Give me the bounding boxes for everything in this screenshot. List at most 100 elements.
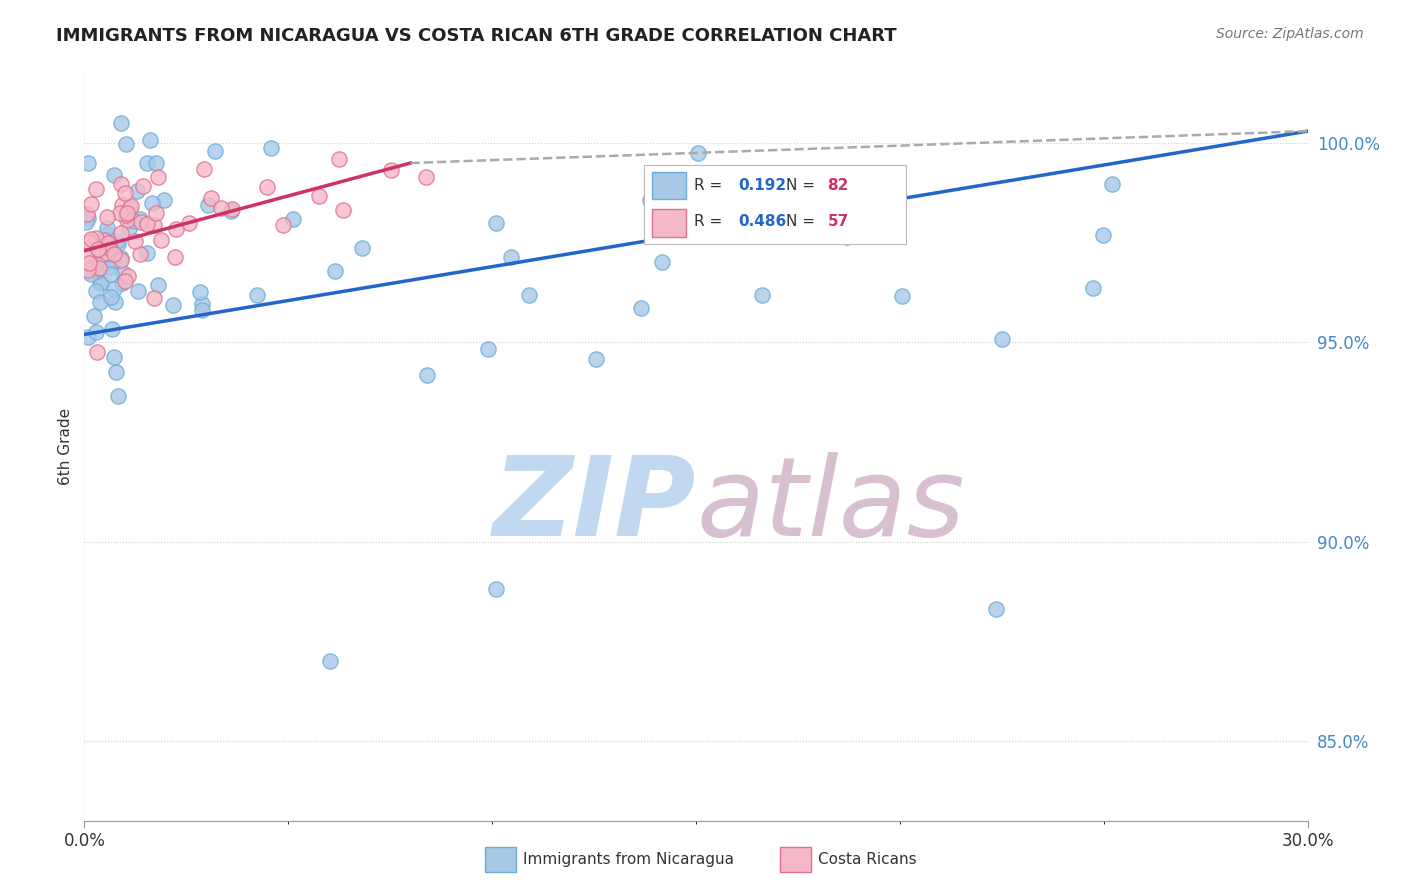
Point bbox=[165, 250, 187, 264]
Y-axis label: 6th Grade: 6th Grade bbox=[58, 408, 73, 484]
Point bbox=[143, 218, 166, 232]
Point bbox=[991, 332, 1014, 346]
Point bbox=[260, 141, 283, 155]
Point bbox=[77, 256, 100, 270]
Point bbox=[328, 152, 350, 166]
Point bbox=[136, 155, 159, 169]
Point bbox=[110, 252, 132, 266]
Text: ZIP: ZIP bbox=[492, 452, 696, 559]
Point bbox=[188, 285, 211, 300]
Point bbox=[1091, 228, 1114, 243]
Point bbox=[83, 310, 105, 324]
Point bbox=[112, 266, 135, 280]
Point bbox=[350, 241, 373, 255]
Point bbox=[837, 230, 859, 244]
Point bbox=[96, 234, 118, 248]
Point bbox=[499, 251, 522, 265]
Point bbox=[245, 287, 267, 301]
Point bbox=[100, 289, 122, 303]
Text: N =: N = bbox=[786, 178, 814, 193]
Point bbox=[110, 177, 132, 191]
Point bbox=[145, 155, 167, 169]
Point bbox=[77, 263, 100, 277]
Point bbox=[191, 297, 214, 311]
Point bbox=[115, 213, 138, 227]
Point bbox=[77, 156, 100, 170]
Point bbox=[110, 253, 132, 268]
Point bbox=[146, 170, 169, 185]
Point bbox=[117, 268, 139, 283]
Point bbox=[415, 170, 437, 185]
Point bbox=[141, 196, 163, 211]
Text: atlas: atlas bbox=[696, 452, 965, 559]
Point bbox=[76, 329, 98, 343]
Point bbox=[477, 343, 499, 357]
Point bbox=[135, 245, 157, 260]
Point bbox=[148, 278, 170, 293]
Point bbox=[96, 227, 118, 241]
Point bbox=[162, 297, 184, 311]
Point bbox=[97, 236, 120, 251]
Point bbox=[323, 263, 346, 277]
Text: 82: 82 bbox=[827, 178, 849, 193]
Point bbox=[110, 116, 132, 130]
Point bbox=[104, 295, 127, 310]
Point bbox=[89, 277, 111, 291]
Point bbox=[860, 176, 883, 190]
Point bbox=[221, 202, 243, 217]
Point bbox=[96, 210, 118, 224]
Point bbox=[89, 260, 111, 275]
Point bbox=[124, 234, 146, 248]
Point bbox=[100, 322, 122, 336]
Text: 0.486: 0.486 bbox=[738, 214, 787, 229]
Point bbox=[107, 237, 129, 252]
Point bbox=[142, 291, 165, 305]
Point bbox=[129, 246, 152, 260]
Point bbox=[308, 188, 330, 202]
Point bbox=[177, 216, 200, 230]
Point bbox=[84, 181, 107, 195]
Point bbox=[100, 260, 122, 274]
Point bbox=[132, 178, 155, 193]
Point bbox=[984, 602, 1007, 616]
Bar bbox=[652, 209, 686, 236]
Point bbox=[96, 221, 118, 235]
Point bbox=[200, 191, 222, 205]
Point bbox=[115, 206, 138, 220]
Point bbox=[751, 288, 773, 302]
Point bbox=[103, 282, 125, 296]
Point bbox=[80, 231, 103, 245]
Point bbox=[380, 162, 402, 177]
Text: Costa Ricans: Costa Ricans bbox=[818, 853, 917, 867]
Point bbox=[80, 197, 103, 211]
Point bbox=[76, 207, 98, 221]
Point bbox=[129, 215, 152, 229]
Point bbox=[120, 199, 142, 213]
Point bbox=[110, 226, 132, 240]
Bar bbox=[652, 172, 686, 200]
Point bbox=[166, 221, 188, 235]
Point bbox=[105, 234, 128, 248]
Point bbox=[77, 235, 100, 249]
Point bbox=[122, 214, 145, 228]
Point bbox=[125, 184, 148, 198]
Point bbox=[283, 212, 305, 227]
Point bbox=[91, 251, 114, 265]
Text: IMMIGRANTS FROM NICARAGUA VS COSTA RICAN 6TH GRADE CORRELATION CHART: IMMIGRANTS FROM NICARAGUA VS COSTA RICAN… bbox=[56, 27, 897, 45]
Point bbox=[80, 267, 103, 281]
Point bbox=[75, 215, 97, 229]
Point bbox=[891, 289, 914, 303]
Point bbox=[94, 240, 117, 254]
Point bbox=[193, 162, 215, 177]
Point bbox=[84, 325, 107, 339]
Point bbox=[100, 267, 122, 281]
Text: 0.192: 0.192 bbox=[738, 178, 786, 193]
Point bbox=[93, 233, 115, 247]
Point bbox=[103, 169, 125, 183]
Text: 57: 57 bbox=[827, 214, 849, 229]
Point bbox=[145, 206, 167, 220]
Point bbox=[204, 144, 226, 158]
Point bbox=[90, 277, 112, 291]
Point bbox=[585, 352, 607, 367]
Point bbox=[1101, 177, 1123, 191]
